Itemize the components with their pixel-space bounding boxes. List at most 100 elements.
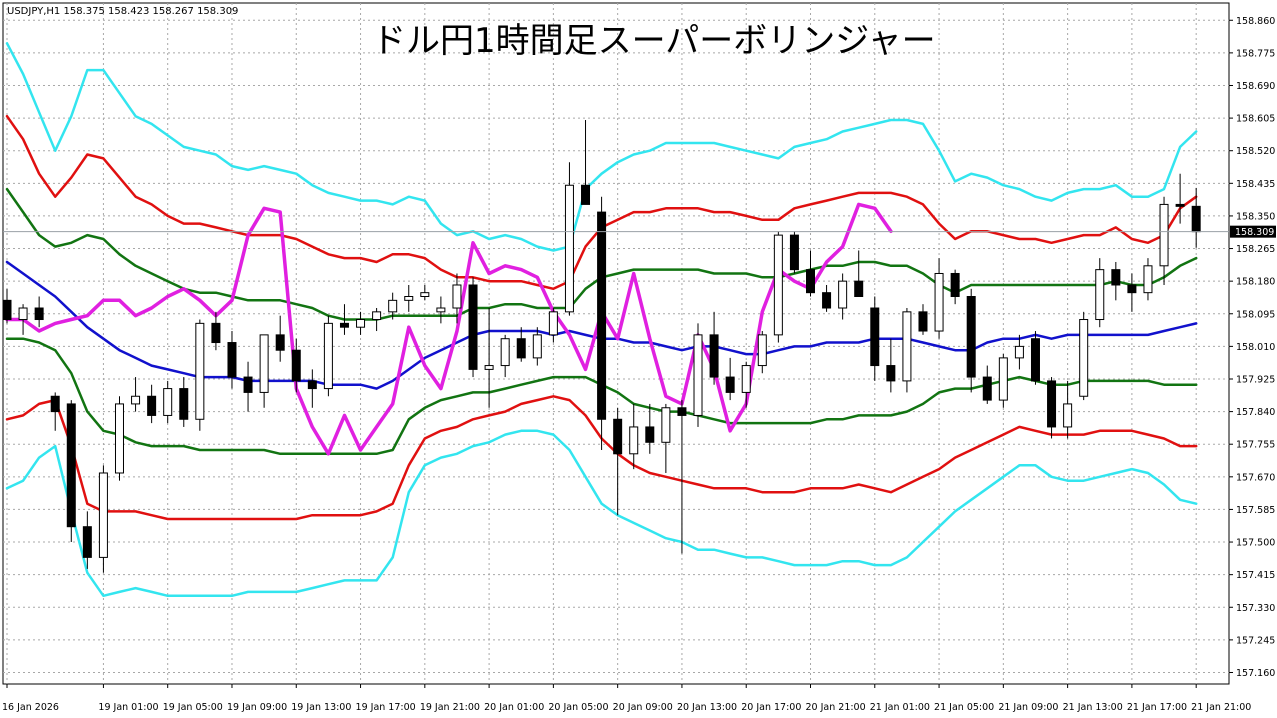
candle [388, 292, 398, 320]
candle [548, 308, 558, 343]
candle-body-down [243, 376, 253, 393]
y-tick-label: 158.860 [1236, 16, 1275, 27]
candle-body-up [838, 280, 848, 309]
candle [1111, 261, 1121, 301]
candle-body-down [870, 307, 880, 367]
x-tick-label: 21 Jan 05:00 [934, 702, 994, 713]
x-tick-label: 16 Jan 2026 [2, 702, 59, 713]
candle [516, 327, 526, 362]
candle [998, 354, 1008, 408]
candle [789, 231, 799, 274]
candle [854, 250, 864, 298]
candle-body-up [114, 403, 124, 474]
candle [564, 162, 574, 316]
candle [741, 361, 751, 408]
x-tick-label: 21 Jan 01:00 [870, 702, 930, 713]
candle [2, 288, 12, 324]
candle-body-down [1030, 338, 1040, 382]
candle-body-down [50, 395, 60, 413]
candle [452, 273, 462, 324]
candle [82, 511, 92, 569]
candle [661, 403, 671, 473]
candle [1079, 311, 1089, 401]
candle [693, 323, 703, 427]
candle [918, 304, 928, 335]
candle-body-down [275, 334, 285, 351]
candle-body-up [1143, 265, 1153, 294]
y-tick-label: 157.500 [1236, 538, 1275, 549]
band-line-0 [5, 42, 1198, 252]
candle-body-down [950, 272, 960, 298]
current-price-label: 158.309 [1235, 227, 1274, 238]
chart-title: ドル円1時間足スーパーボリンジャー [372, 21, 936, 61]
candle-body-up [661, 407, 671, 443]
candle [629, 403, 639, 470]
candle-body-down [1191, 205, 1201, 233]
candle-body-down [709, 334, 719, 378]
candle [1047, 377, 1057, 439]
candle-body-up [1079, 319, 1089, 397]
candle-body-down [789, 234, 799, 271]
candle-body-up [629, 426, 639, 455]
candle-body-up [404, 296, 414, 301]
candle [291, 338, 301, 393]
candle-body-up [548, 311, 558, 336]
candle [163, 380, 173, 424]
candle-body-up [163, 388, 173, 416]
candle-body-down [34, 307, 44, 321]
grid-lines [3, 3, 1229, 684]
y-tick-label: 158.180 [1236, 277, 1275, 288]
candle-body-up [773, 234, 783, 336]
candle [757, 331, 767, 374]
candle [50, 392, 60, 431]
candle-body-down [854, 280, 864, 298]
candle-body-up [131, 395, 141, 405]
candle-body-up [356, 319, 366, 328]
candle [227, 331, 237, 389]
x-tick-label: 20 Jan 05:00 [548, 702, 608, 713]
candle-body-up [500, 338, 510, 367]
candle [1143, 258, 1153, 301]
candle [709, 311, 719, 385]
y-tick-label: 158.520 [1236, 146, 1275, 157]
candle [645, 403, 655, 454]
candle [404, 284, 414, 312]
candle-body-up [436, 307, 446, 313]
candle-body-down [307, 380, 317, 390]
candle [725, 357, 735, 401]
y-tick-label: 158.690 [1236, 81, 1275, 92]
band-line-6 [5, 429, 1198, 598]
candle [677, 400, 687, 554]
candle [484, 308, 494, 408]
y-tick-label: 157.245 [1236, 635, 1275, 646]
candle-body-up [452, 284, 462, 309]
x-tick-label: 21 Jan 13:00 [1063, 702, 1123, 713]
candle-body-up [372, 311, 382, 321]
candle-body-down [581, 184, 591, 205]
candle-body-up [902, 311, 912, 382]
candle [613, 407, 623, 516]
price-axis: 158.860 158.775 158.690 158.605 158.520 158.4… [1229, 16, 1275, 679]
current-price-tag [1230, 225, 1276, 238]
candle-body-up [388, 299, 398, 313]
candle-body-up [1159, 203, 1169, 267]
candle [34, 296, 44, 328]
candle [870, 296, 880, 381]
candle-body-down [227, 342, 237, 378]
candle [243, 361, 253, 412]
candle [98, 465, 108, 573]
y-tick-label: 157.670 [1236, 472, 1275, 483]
candlesticks [2, 120, 1201, 573]
candle-body-up [998, 357, 1008, 401]
candle-body-down [147, 395, 157, 416]
x-tick-label: 21 Jan 17:00 [1127, 702, 1187, 713]
candle [1030, 331, 1040, 385]
candle [323, 315, 333, 397]
candle-body-up [757, 334, 767, 367]
candle [307, 369, 317, 408]
x-tick-label: 19 Jan 09:00 [227, 702, 287, 713]
candle-body-up [1014, 345, 1024, 359]
candle [468, 277, 478, 378]
x-tick-label: 20 Jan 17:00 [741, 702, 801, 713]
